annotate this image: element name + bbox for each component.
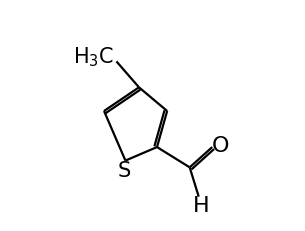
Text: H: H	[193, 196, 210, 216]
Text: O: O	[212, 136, 230, 156]
Text: H$_3$C: H$_3$C	[73, 45, 114, 69]
Text: S: S	[118, 161, 131, 181]
